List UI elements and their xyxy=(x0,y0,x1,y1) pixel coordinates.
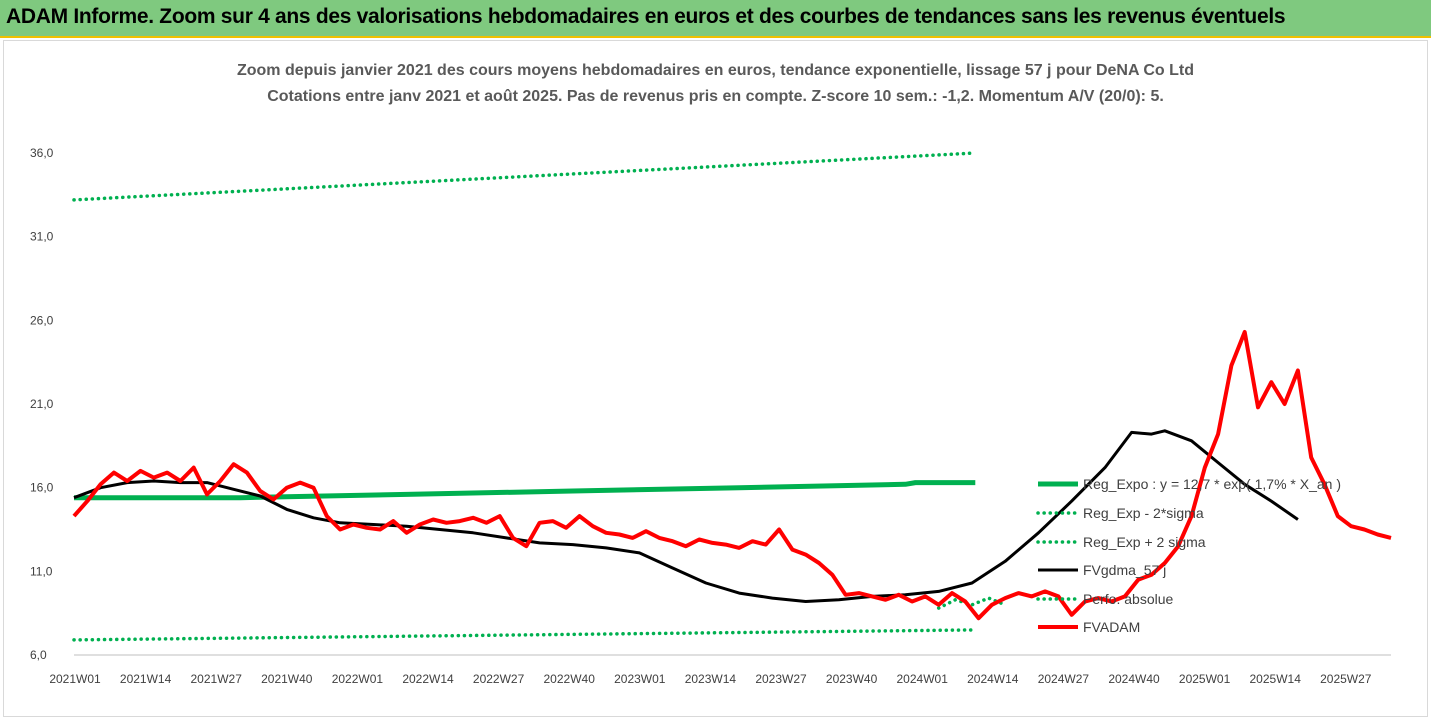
y-tick-label: 36,0 xyxy=(30,146,54,160)
x-tick-label: 2024W01 xyxy=(897,672,949,686)
chart-series xyxy=(72,151,1392,642)
x-tick-label: 2024W27 xyxy=(1038,672,1090,686)
upper-sigma-line xyxy=(72,151,978,202)
smoothed-line xyxy=(73,429,1299,603)
x-tick-label: 2023W01 xyxy=(614,672,666,686)
chart-frame xyxy=(3,40,1428,717)
report-header-bar: ADAM Informe. Zoom sur 4 ans des valoris… xyxy=(0,0,1431,38)
y-tick-label: 11,0 xyxy=(30,564,53,578)
x-tick-label: 2024W14 xyxy=(967,672,1019,686)
absolute-perf-line xyxy=(936,596,1007,610)
x-tick-label: 2021W01 xyxy=(49,672,101,686)
chart-subtitle: Cotations entre janv 2021 et août 2025. … xyxy=(267,88,1164,105)
x-tick-label: 2025W01 xyxy=(1179,672,1231,686)
x-tick-label: 2025W27 xyxy=(1320,672,1372,686)
y-tick-label: 6,0 xyxy=(30,648,47,662)
x-tick-label: 2023W40 xyxy=(826,672,878,686)
legend-label: Reg_Exp - 2*sigma xyxy=(1083,505,1204,521)
y-tick-label: 26,0 xyxy=(30,313,54,327)
chart-title: Zoom depuis janvier 2021 des cours moyen… xyxy=(236,62,1194,79)
x-tick-label: 2022W14 xyxy=(402,672,454,686)
x-tick-label: 2022W27 xyxy=(473,672,525,686)
x-tick-label: 2023W27 xyxy=(755,672,807,686)
price-line xyxy=(72,330,1392,621)
y-tick-label: 21,0 xyxy=(30,397,54,411)
legend-label: FVADAM xyxy=(1083,619,1140,635)
legend-label: Perfo. absolue xyxy=(1083,591,1173,607)
chart-axes: 6,0 11,0 16,0 21,0 26,0 31,0 36,0 2021W01 2021W1… xyxy=(30,146,1391,686)
y-tick-label: 16,0 xyxy=(30,481,54,495)
x-tick-label: 2022W01 xyxy=(332,672,384,686)
x-tick-label: 2021W14 xyxy=(120,672,172,686)
report-title: ADAM Informe. Zoom sur 4 ans des valoris… xyxy=(6,5,1286,28)
x-tick-label: 2025W14 xyxy=(1250,672,1302,686)
y-tick-label: 31,0 xyxy=(30,230,54,244)
legend-label: Reg_Exp + 2 sigma xyxy=(1083,534,1206,550)
x-tick-label: 2024W40 xyxy=(1108,672,1160,686)
x-tick-label: 2023W14 xyxy=(685,672,737,686)
lower-sigma-line xyxy=(72,628,978,642)
legend-label: FVgdma_57 j xyxy=(1083,562,1166,578)
chart-legend: Reg_Expo : y = 12,7 * exp( 1,7% * X_an )… xyxy=(1036,476,1341,635)
x-tick-label: 2022W40 xyxy=(544,672,596,686)
legend-label: Reg_Expo : y = 12,7 * exp( 1,7% * X_an ) xyxy=(1083,476,1341,492)
x-tick-label: 2021W40 xyxy=(261,672,313,686)
x-tick-label: 2021W27 xyxy=(191,672,243,686)
